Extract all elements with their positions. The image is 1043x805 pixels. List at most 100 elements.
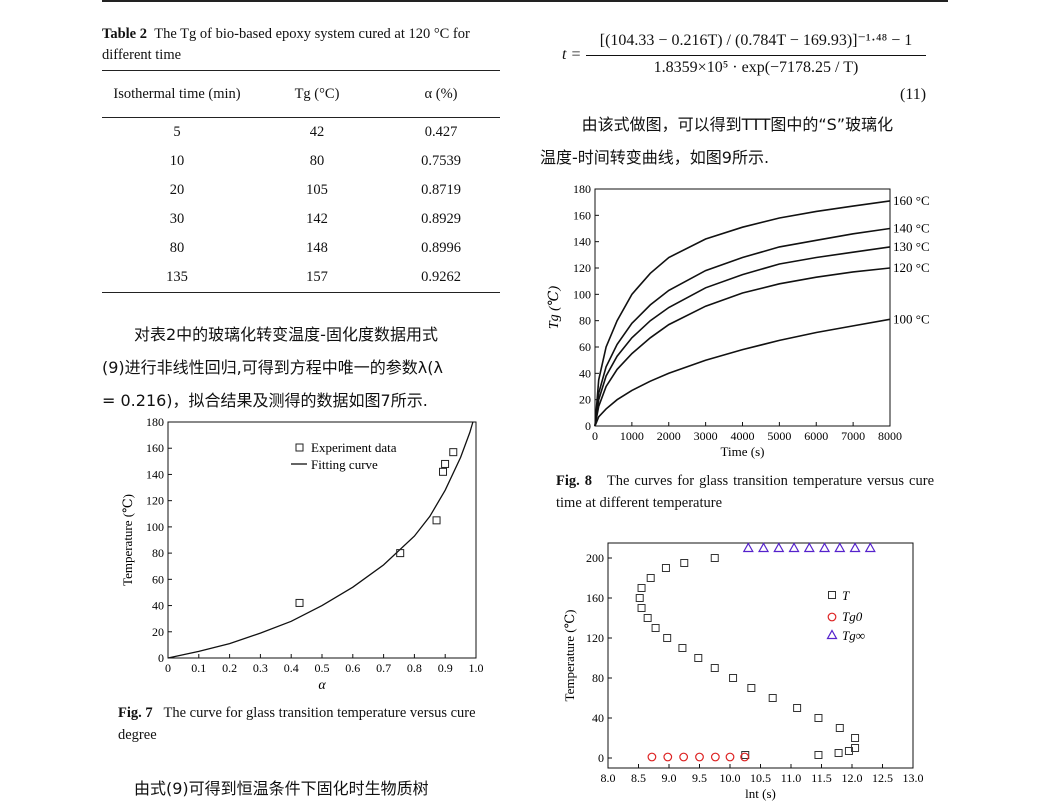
y-tick-label: 80 (579, 314, 591, 328)
table-row: 80 148 0.8996 (102, 234, 500, 263)
series-label: 130 °C (893, 239, 930, 254)
y-tick-label: 180 (573, 182, 591, 196)
paragraph-line: = 0.216)，拟合结果及测得的数据如图7所示. (102, 391, 428, 410)
data-point (396, 549, 405, 558)
y-tick-label: 140 (146, 467, 164, 481)
y-tick-label: 120 (573, 261, 591, 275)
y-tick-label: 80 (152, 546, 164, 560)
x-tick-label: 0.7 (376, 661, 391, 675)
data-point-Tginf (788, 542, 800, 553)
table-row: 10 80 0.7539 (102, 147, 500, 176)
data-point-T (680, 559, 689, 567)
data-point-Tginf (834, 542, 846, 553)
equation-numerator: [(104.33 − 0.216T) / (0.784T − 169.93)]⁻… (599, 32, 913, 49)
table-cell: 0.427 (424, 124, 458, 140)
data-point-Tg0 (695, 752, 704, 762)
y-tick-label: 40 (152, 599, 164, 613)
table-caption-text: The Tg of bio-based epoxy system cured a… (102, 26, 470, 63)
legend-marker-square (295, 443, 304, 452)
fig8-caption-label: Fig. 8 (556, 473, 592, 489)
data-point-T (694, 654, 703, 662)
x-tick-label: 9.5 (692, 771, 707, 785)
paragraph-line: (9)进行非线性回归,可得到方程中唯一的参数λ(λ (102, 358, 443, 377)
x-tick-label: 8.0 (601, 771, 616, 785)
paragraph-right: 由该式做图，可以得到TTT图中的“S”玻璃化 温度-时间转变曲线，如图9所示. (540, 108, 948, 174)
data-point-T (729, 674, 738, 682)
x-tick-label: 10.0 (720, 771, 741, 785)
y-tick-label: 200 (586, 551, 604, 565)
y-tick-label: 80 (592, 671, 604, 685)
table-row: 135 157 0.9262 (102, 263, 500, 293)
x-axis-label: α (318, 678, 326, 693)
x-tick-label: 9.0 (662, 771, 677, 785)
data-point-T (643, 614, 652, 622)
data-point (441, 459, 450, 468)
data-point-T (678, 644, 687, 652)
x-tick-label: 13.0 (903, 771, 924, 785)
data-point-T (637, 584, 646, 592)
x-tick-label: 0.1 (191, 661, 206, 675)
table-cell: 0.8719 (421, 182, 461, 198)
equation-lhs: t = (562, 46, 582, 63)
paragraph-left-2: 由式(9)可得到恒温条件下固化时生物质树 (134, 779, 429, 798)
legend-label: T (842, 588, 850, 603)
x-tick-label: 8000 (878, 429, 902, 443)
y-tick-label: 20 (152, 625, 164, 639)
table-row: 20 105 0.8719 (102, 176, 500, 205)
x-tick-label: 0 (592, 429, 598, 443)
legend-label: Fitting curve (311, 457, 378, 472)
x-tick-label: 0 (165, 661, 171, 675)
data-point-T (651, 624, 660, 632)
x-tick-label: 8.5 (631, 771, 646, 785)
y-tick-label: 0 (598, 751, 604, 765)
data-point (432, 516, 441, 525)
data-point-T (635, 594, 644, 602)
data-point-Tginf (758, 542, 770, 553)
x-tick-label: 0.5 (315, 661, 330, 675)
x-tick-label: 3000 (694, 429, 718, 443)
data-point-Tginf (803, 542, 815, 553)
data-point-Tginf (819, 542, 831, 553)
x-tick-label: 10.5 (750, 771, 771, 785)
x-tick-label: 6000 (804, 429, 828, 443)
x-tick-label: 11.0 (781, 771, 802, 785)
data-point-Tg0 (725, 752, 735, 762)
fig7-caption-label: Fig. 7 (118, 705, 153, 721)
x-tick-label: 1.0 (469, 661, 484, 675)
table-2: Isothermal time (min) Tg (°C) α (%) 5 42 0… (102, 70, 500, 293)
series-line (594, 246, 891, 427)
table-cell: 80 (169, 240, 185, 256)
equation-number: (11) (900, 86, 927, 103)
data-point-T (834, 749, 843, 757)
fig7-chart: 0 0.1 0.2 0.3 0.4 0.5 0.6 0.7 0.8 0.9 1.0 0 20 40 60 80… (120, 415, 484, 693)
legend-marker-square (828, 591, 836, 599)
series-line (594, 318, 891, 427)
series-line (594, 200, 891, 427)
y-tick-label: 40 (592, 711, 604, 725)
table-cell: 0.8996 (421, 240, 461, 256)
table-body: 5 42 0.427 10 80 0.7539 20 105 0.8719 30 142 0.8929… (102, 118, 500, 293)
data-point-Tg0 (647, 752, 657, 762)
y-axis-label: Tg (℃) (547, 286, 562, 330)
table-caption: Table 2 The Tg of bio-based epoxy system… (102, 24, 507, 66)
paragraph-line: 由该式做图，可以得到TTT图中的“S”玻璃化 (581, 115, 894, 134)
table-caption-label: Table 2 (102, 26, 147, 42)
data-point-Tg0 (679, 752, 689, 762)
fraction-bar (586, 55, 926, 56)
x-tick-label: 2000 (657, 429, 681, 443)
x-tick-label: 11.5 (811, 771, 832, 785)
x-tick-label: 12.5 (872, 771, 893, 785)
fig7-caption: Fig. 7 The curve for glass transition te… (118, 702, 508, 746)
table-cell: 142 (306, 211, 328, 227)
data-point (295, 598, 304, 607)
table-cell: 0.8929 (421, 211, 461, 227)
y-tick-label: 140 (573, 235, 591, 249)
data-point-T (814, 751, 823, 759)
y-tick-label: 20 (579, 393, 591, 407)
data-point-T (851, 734, 860, 742)
table-cell: 135 (102, 263, 252, 293)
y-axis-label: Temperature (℃) (120, 494, 135, 586)
x-tick-label: 4000 (731, 429, 755, 443)
x-tick-label: 7000 (841, 429, 865, 443)
x-axis-label: Time (s) (721, 444, 765, 459)
